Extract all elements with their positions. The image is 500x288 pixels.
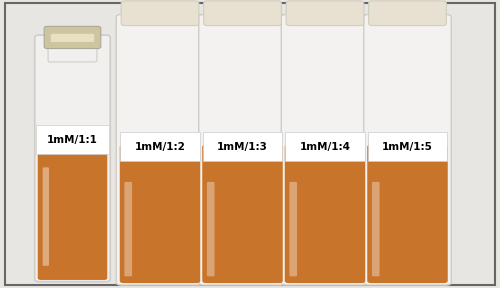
Text: 1mM/1:1: 1mM/1:1 (47, 135, 98, 145)
FancyBboxPatch shape (203, 132, 282, 161)
FancyBboxPatch shape (289, 147, 361, 154)
FancyBboxPatch shape (48, 42, 97, 62)
FancyBboxPatch shape (367, 145, 448, 283)
Text: 1mM/1:3: 1mM/1:3 (217, 142, 268, 152)
FancyBboxPatch shape (120, 145, 200, 283)
FancyBboxPatch shape (290, 182, 297, 276)
FancyBboxPatch shape (372, 182, 380, 276)
FancyBboxPatch shape (368, 132, 448, 161)
FancyBboxPatch shape (285, 132, 365, 161)
FancyBboxPatch shape (116, 14, 204, 285)
FancyBboxPatch shape (121, 1, 199, 26)
FancyBboxPatch shape (371, 147, 444, 154)
FancyBboxPatch shape (204, 1, 282, 26)
FancyBboxPatch shape (206, 147, 279, 154)
FancyBboxPatch shape (368, 1, 446, 26)
Text: 1mM/1:2: 1mM/1:2 (134, 142, 186, 152)
Text: 1mM/1:5: 1mM/1:5 (382, 142, 433, 152)
FancyBboxPatch shape (124, 182, 132, 276)
FancyBboxPatch shape (207, 182, 214, 276)
FancyBboxPatch shape (286, 1, 364, 26)
FancyBboxPatch shape (36, 125, 109, 154)
FancyBboxPatch shape (120, 132, 200, 161)
FancyBboxPatch shape (285, 145, 365, 283)
FancyBboxPatch shape (51, 34, 94, 42)
FancyBboxPatch shape (38, 135, 107, 280)
FancyBboxPatch shape (34, 35, 110, 282)
FancyBboxPatch shape (202, 145, 282, 283)
FancyBboxPatch shape (42, 167, 49, 266)
FancyBboxPatch shape (124, 147, 196, 154)
FancyBboxPatch shape (44, 26, 101, 48)
Text: 1mM/1:4: 1mM/1:4 (300, 142, 350, 152)
FancyBboxPatch shape (281, 14, 369, 285)
FancyBboxPatch shape (198, 14, 286, 285)
FancyBboxPatch shape (364, 14, 451, 285)
